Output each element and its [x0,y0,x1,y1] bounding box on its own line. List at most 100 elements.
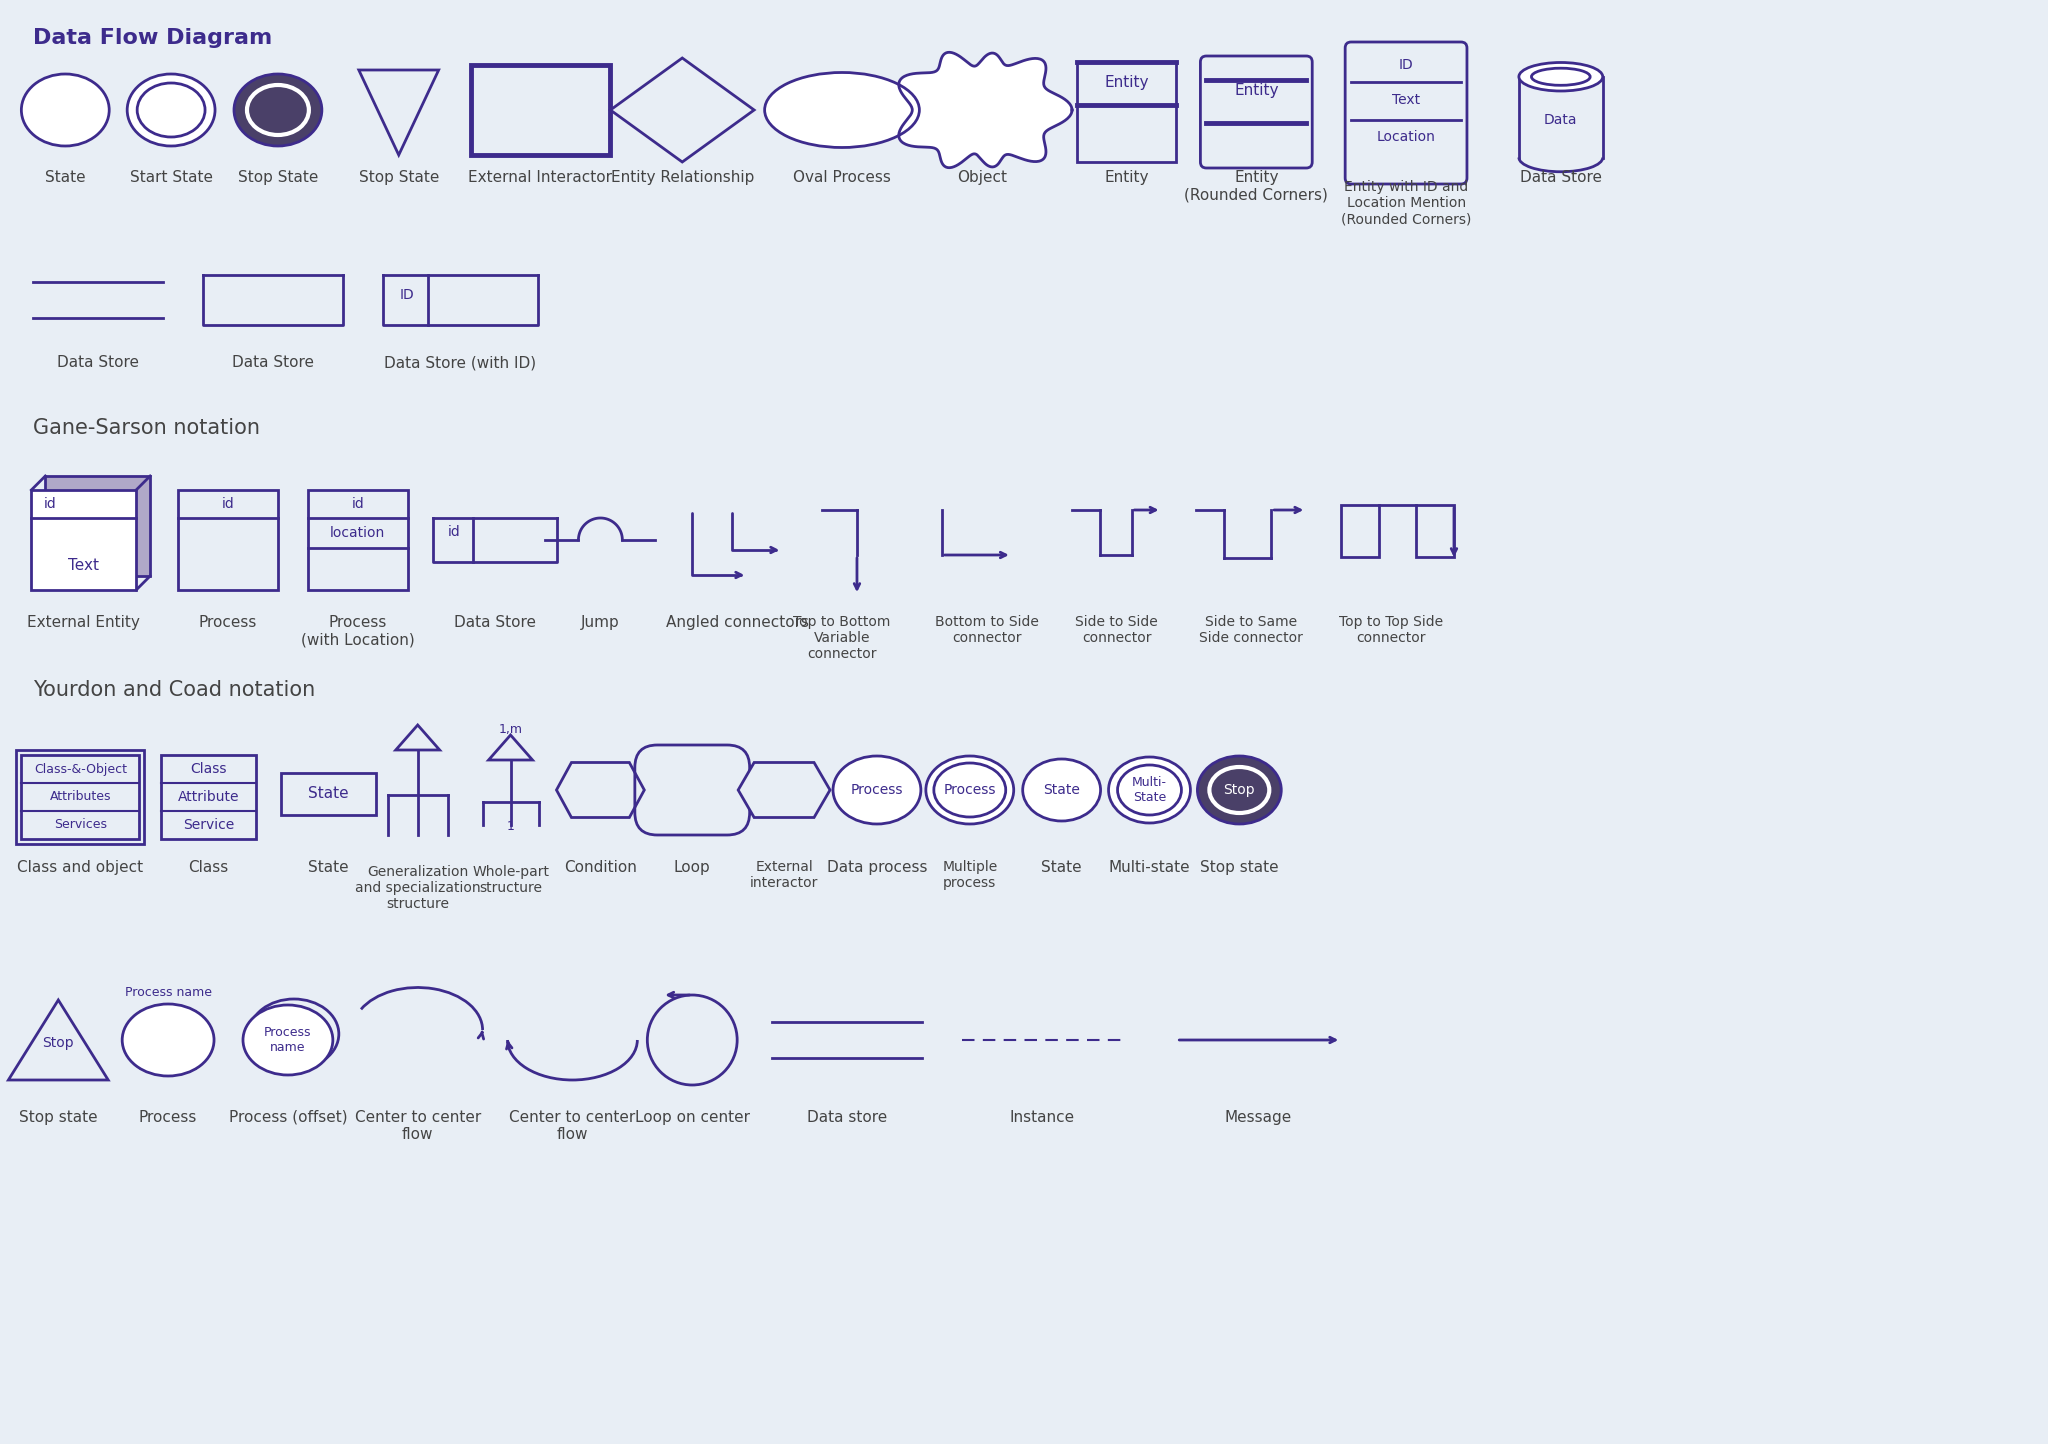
Text: Side to Same
Side connector: Side to Same Side connector [1200,615,1303,645]
Text: ID: ID [399,287,414,302]
Text: Jump: Jump [582,615,621,630]
Polygon shape [8,1001,109,1080]
Text: State: State [307,787,348,801]
Ellipse shape [20,74,109,146]
Text: Data store: Data store [807,1110,887,1125]
Text: Bottom to Side
connector: Bottom to Side connector [934,615,1038,645]
Text: Side to Side
connector: Side to Side connector [1075,615,1157,645]
Ellipse shape [1022,760,1100,822]
Text: Data Store: Data Store [1520,170,1602,185]
Ellipse shape [1210,767,1270,813]
Bar [471,65,610,155]
Polygon shape [557,762,645,817]
Bar [1415,505,1454,557]
Polygon shape [489,735,532,760]
Text: ID: ID [1399,58,1413,72]
Text: Stop: Stop [43,1035,74,1050]
Ellipse shape [244,1005,334,1074]
Ellipse shape [934,762,1006,817]
Text: id: id [446,526,461,539]
Text: Attributes: Attributes [49,790,111,803]
Text: Process: Process [139,1110,197,1125]
Text: Instance: Instance [1010,1110,1075,1125]
Bar [307,490,408,591]
Text: Yourdon and Coad notation: Yourdon and Coad notation [33,680,315,700]
Text: State: State [1040,861,1081,875]
Text: Entity with ID and
Location Mention
(Rounded Corners): Entity with ID and Location Mention (Rou… [1341,180,1470,227]
Text: Process name: Process name [125,985,211,998]
Ellipse shape [1118,765,1182,814]
Ellipse shape [233,74,322,146]
Ellipse shape [1520,62,1604,91]
Text: Stop State: Stop State [358,170,438,185]
Text: Start State: Start State [129,170,213,185]
Bar [162,755,256,839]
Text: id: id [43,497,55,511]
Text: State: State [1042,783,1079,797]
Text: Loop: Loop [674,861,711,875]
Text: Data process: Data process [827,861,928,875]
Text: Multi-
State: Multi- State [1133,775,1167,804]
Text: id: id [221,497,233,511]
Text: Entity: Entity [1104,170,1149,185]
Text: Class: Class [188,861,227,875]
Text: Center to center
flow: Center to center flow [354,1110,481,1142]
Text: Text: Text [68,557,98,572]
Ellipse shape [250,999,338,1069]
Ellipse shape [1532,68,1589,85]
Ellipse shape [1108,757,1190,823]
Text: Process (offset): Process (offset) [229,1110,348,1125]
Bar [20,755,139,839]
Text: Data Store: Data Store [453,615,537,630]
Text: id: id [352,497,365,511]
Text: Attribute: Attribute [178,790,240,804]
Text: Condition: Condition [563,861,637,875]
Text: External Interactor: External Interactor [469,170,612,185]
Text: Multiple
process: Multiple process [942,861,997,890]
Text: Process: Process [850,783,903,797]
Text: Data: Data [1544,113,1577,127]
Text: Text: Text [1393,92,1419,107]
Bar [45,477,150,576]
Text: Whole-part
structure: Whole-part structure [471,865,549,895]
Text: Gane-Sarson notation: Gane-Sarson notation [33,417,260,438]
Text: Location: Location [1376,130,1436,144]
Text: Class: Class [190,762,227,775]
Text: Stop State: Stop State [238,170,317,185]
Bar [1077,62,1176,162]
Text: Process: Process [944,783,995,797]
Text: Process: Process [199,615,258,630]
Text: Angled connectors: Angled connectors [666,615,809,630]
Text: Entity: Entity [1104,75,1149,91]
Ellipse shape [123,1004,215,1076]
Text: State: State [307,861,348,875]
Text: Data Store (with ID): Data Store (with ID) [383,355,537,370]
Text: External Entity: External Entity [27,615,139,630]
Text: Data Store: Data Store [231,355,313,370]
Text: Generalization
and specialization
structure: Generalization and specialization struct… [354,865,481,911]
Ellipse shape [1198,757,1282,825]
Text: Services: Services [53,819,106,832]
Text: Class-&-Object: Class-&-Object [33,762,127,775]
Text: Data Store: Data Store [57,355,139,370]
Bar [178,490,279,591]
Text: Process
(with Location): Process (with Location) [301,615,414,647]
Text: Entity: Entity [1235,82,1278,98]
Text: Object: Object [956,170,1008,185]
Ellipse shape [926,757,1014,825]
Text: Data Flow Diagram: Data Flow Diagram [33,27,272,48]
Text: Service: Service [182,817,233,832]
Text: Stop state: Stop state [1200,861,1278,875]
Bar [31,490,135,591]
Text: Loop on center: Loop on center [635,1110,750,1125]
Bar [281,773,375,814]
Text: Entity Relationship: Entity Relationship [610,170,754,185]
Ellipse shape [248,85,309,134]
Text: Message: Message [1225,1110,1292,1125]
Ellipse shape [137,82,205,137]
Text: Entity
(Rounded Corners): Entity (Rounded Corners) [1184,170,1329,202]
Ellipse shape [764,72,920,147]
Ellipse shape [834,757,922,825]
Text: location: location [330,526,385,540]
Bar [1341,505,1378,557]
